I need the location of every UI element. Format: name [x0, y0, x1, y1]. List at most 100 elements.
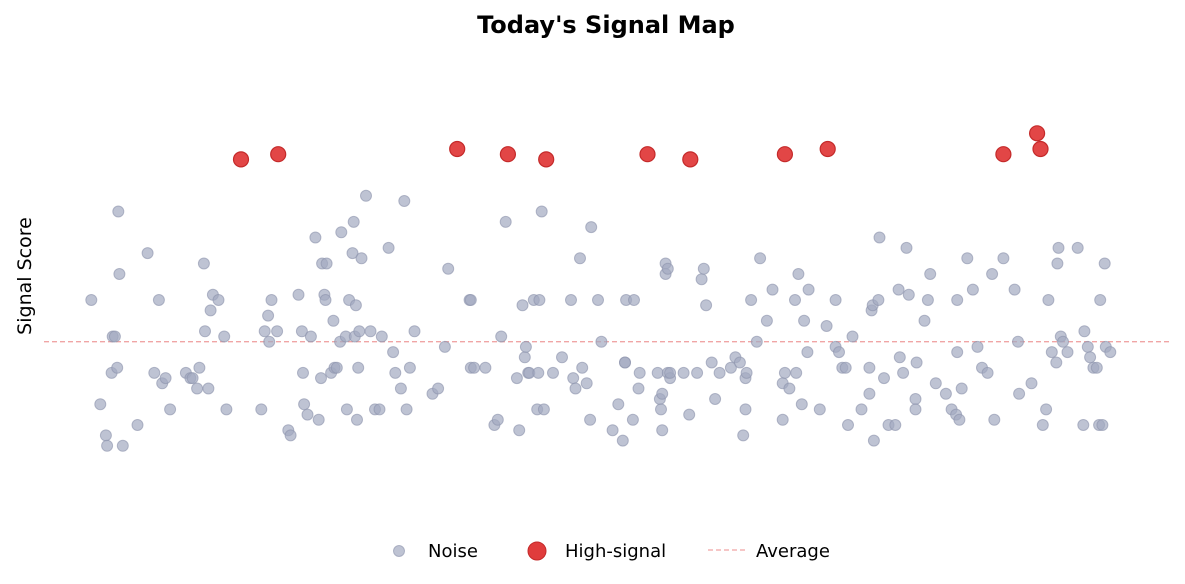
- noise-point: [820, 320, 833, 332]
- noise-point: [619, 356, 631, 369]
- high-signal-point: [449, 140, 466, 158]
- noise-point: [766, 283, 779, 296]
- noise-point: [900, 241, 913, 254]
- noise-point: [255, 403, 268, 416]
- noise-point: [513, 424, 526, 437]
- plot-area: [44, 125, 1170, 452]
- noise-point: [265, 294, 278, 306]
- noise-point: [442, 262, 455, 275]
- noise-point: [889, 419, 902, 431]
- noise-point: [576, 361, 589, 374]
- noise-point: [403, 361, 416, 374]
- noise-point: [616, 434, 629, 447]
- legend-noise-marker: [393, 545, 405, 557]
- noise-point: [863, 387, 876, 400]
- noise-point: [141, 247, 154, 260]
- noise-point: [535, 205, 548, 218]
- noise-point: [961, 252, 974, 265]
- noise-point: [951, 346, 964, 359]
- noise-point: [1098, 257, 1111, 270]
- noise-point: [897, 366, 910, 379]
- noise-point: [263, 335, 276, 348]
- noise-point: [304, 330, 317, 343]
- noise-point: [1061, 346, 1074, 359]
- noise-point: [709, 393, 722, 405]
- noise-point: [795, 398, 808, 411]
- noise-point: [1040, 403, 1053, 416]
- noise-point: [349, 299, 362, 312]
- noise-point: [902, 288, 915, 301]
- high-signal-point: [776, 146, 794, 163]
- high-signal-point: [995, 146, 1012, 163]
- noise-point: [204, 304, 217, 317]
- noise-point: [574, 252, 586, 265]
- noise-point: [199, 325, 211, 338]
- noise-point: [298, 398, 311, 411]
- noise-point: [218, 330, 231, 343]
- noise-point: [813, 403, 826, 416]
- noise-point: [697, 262, 710, 275]
- noise-point: [929, 377, 942, 390]
- noise-point: [955, 382, 968, 395]
- noise-point: [656, 424, 669, 437]
- noise-point: [632, 382, 645, 395]
- noise-point: [346, 247, 359, 260]
- noise-point: [739, 403, 752, 416]
- noise-point: [1051, 257, 1064, 270]
- noise-point: [1078, 325, 1091, 338]
- noise-point: [740, 366, 753, 379]
- noise-point: [1042, 294, 1055, 306]
- noise-point: [94, 398, 107, 411]
- noise-point: [754, 252, 767, 265]
- noise-point: [262, 309, 275, 322]
- noise-point: [464, 294, 477, 306]
- noise-point: [382, 241, 395, 254]
- noise-point: [918, 314, 931, 327]
- noise-point: [352, 361, 365, 374]
- noise-point: [892, 283, 905, 296]
- noise-point: [373, 403, 386, 416]
- noise-point: [802, 283, 815, 296]
- noise-point: [495, 330, 508, 343]
- noise-point: [468, 361, 481, 374]
- noise-point: [745, 294, 758, 306]
- noise-point: [499, 215, 512, 228]
- noise-point: [131, 419, 144, 431]
- noise-point: [1104, 346, 1117, 359]
- noise-point: [792, 268, 805, 280]
- noise-point: [971, 340, 984, 353]
- high-signal-point: [270, 146, 287, 163]
- noise-point: [839, 361, 852, 374]
- noise-point: [1012, 335, 1024, 348]
- noise-point: [1057, 335, 1069, 348]
- noise-point: [297, 366, 309, 379]
- noise-point: [909, 403, 922, 416]
- noise-point: [986, 268, 999, 280]
- noise-point: [101, 439, 114, 452]
- noise-point: [375, 330, 388, 343]
- legend-average-label: Average: [756, 541, 830, 562]
- noise-point: [408, 325, 421, 338]
- noise-point: [330, 361, 343, 374]
- noise-point: [872, 294, 885, 306]
- noise-point: [878, 372, 890, 385]
- noise-point: [776, 413, 789, 426]
- noise-point: [432, 382, 445, 395]
- legend-high-signal-marker: [527, 541, 547, 561]
- noise-point: [547, 366, 559, 379]
- noise-point: [595, 335, 608, 348]
- noise-point: [789, 294, 801, 306]
- noise-point: [584, 413, 597, 426]
- noise-point: [537, 403, 550, 416]
- noise-point: [292, 288, 305, 301]
- noise-point: [212, 294, 225, 306]
- noise-point: [148, 366, 161, 379]
- noise-point: [271, 325, 284, 338]
- noise-point: [951, 294, 964, 306]
- noise-point: [1013, 387, 1026, 400]
- noise-point: [863, 361, 876, 374]
- noise-point: [1096, 419, 1109, 431]
- noise-point: [1081, 340, 1094, 353]
- noise-point: [939, 387, 952, 400]
